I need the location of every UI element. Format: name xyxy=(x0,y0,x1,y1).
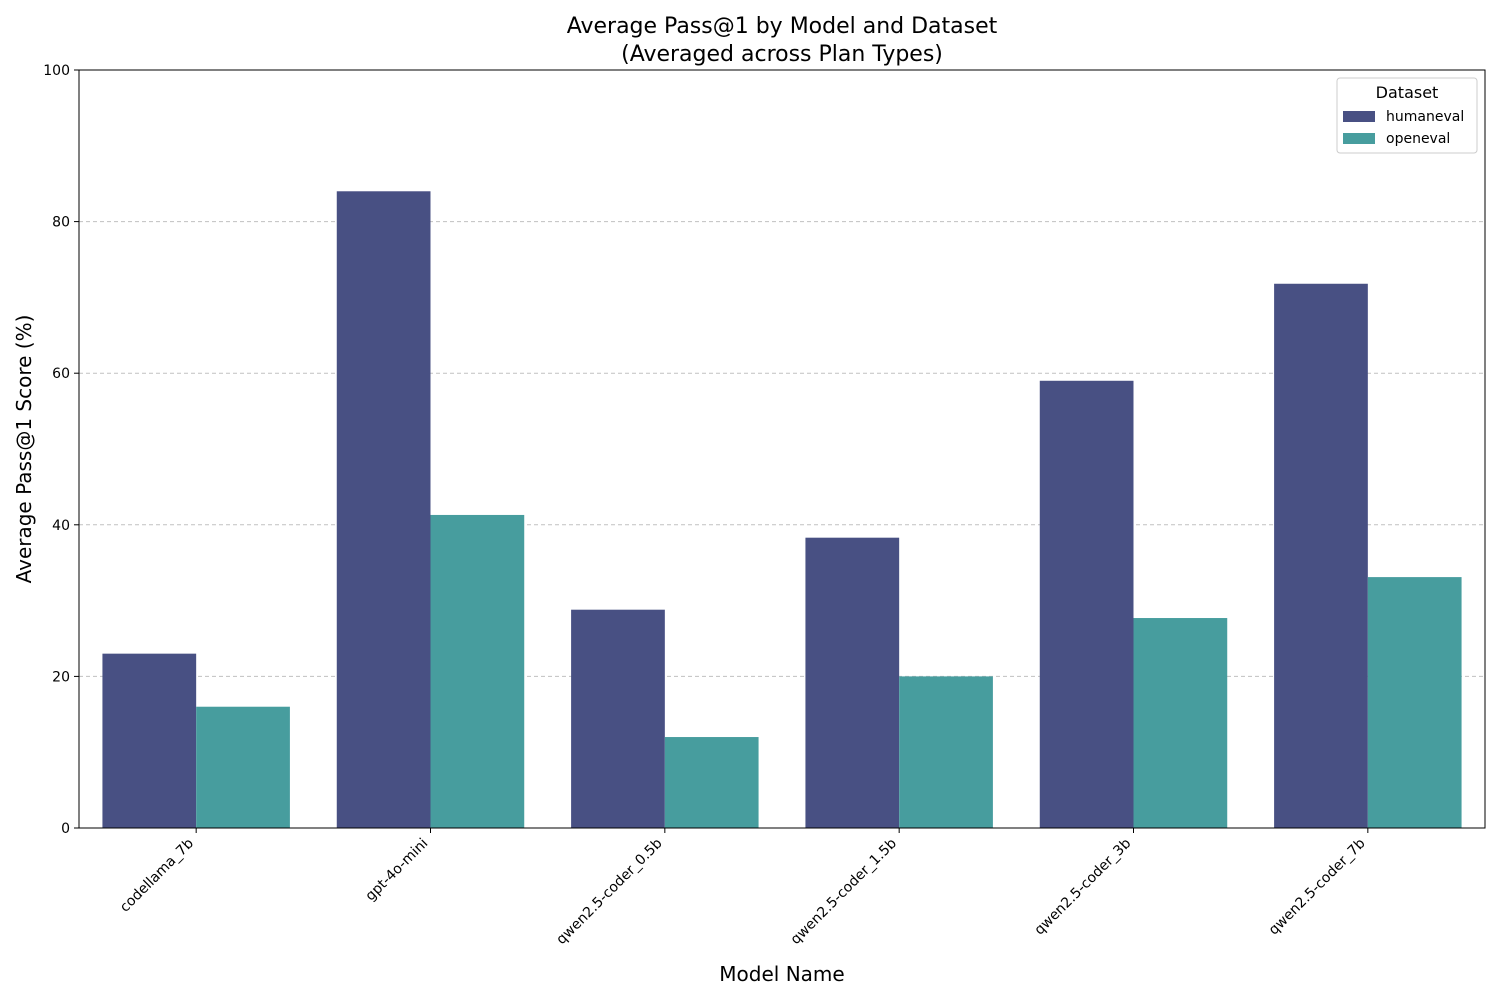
chart-title: Average Pass@1 by Model and Dataset xyxy=(567,14,998,39)
legend-label-humaneval: humaneval xyxy=(1386,109,1464,125)
legend: Dataset humaneval openeval xyxy=(1336,77,1478,154)
legend-title: Dataset xyxy=(1376,83,1439,102)
y-tick-label: 0 xyxy=(61,821,70,837)
x-tick-label: qwen2.5-coder_1.5b xyxy=(788,835,900,947)
legend-swatch-openeval xyxy=(1343,133,1375,144)
bar-humaneval-qwen2.5-coder_1.5b xyxy=(805,537,900,828)
bar-humaneval-qwen2.5-coder_3b xyxy=(1039,380,1134,828)
x-axis: codellama_7b gpt-4o-mini qwen2.5-coder_0.5… xyxy=(117,828,1369,948)
y-tick-label: 20 xyxy=(52,669,70,685)
bar-openeval-qwen2.5-coder_7b xyxy=(1367,577,1462,828)
y-tick-label: 80 xyxy=(52,215,70,231)
x-tick-label: qwen2.5-coder_7b xyxy=(1266,835,1369,938)
legend-swatch-humaneval xyxy=(1343,111,1375,122)
x-tick-label: gpt-4o-mini xyxy=(362,836,431,905)
x-tick-label: codellama_7b xyxy=(117,835,197,915)
y-tick-label: 100 xyxy=(43,63,70,79)
bar-openeval-qwen2.5-coder_1.5b xyxy=(899,676,993,828)
chart-subtitle: (Averaged across Plan Types) xyxy=(621,42,943,67)
bar-openeval-qwen2.5-coder_0.5b xyxy=(664,737,759,828)
legend-label-openeval: openeval xyxy=(1386,131,1450,147)
y-tick-label: 40 xyxy=(52,518,70,534)
y-axis: 0 20 40 60 80 100 xyxy=(43,63,79,837)
bar-humaneval-gpt-4o-mini xyxy=(336,191,431,828)
plot-frame xyxy=(78,69,1486,829)
bar-openeval-codellama_7b xyxy=(196,706,290,828)
x-tick-label: qwen2.5-coder_0.5b xyxy=(553,835,665,947)
bar-humaneval-codellama_7b xyxy=(102,653,197,828)
gridlines xyxy=(79,221,1485,677)
bar-openeval-gpt-4o-mini xyxy=(430,514,525,828)
bar-openeval-qwen2.5-coder_3b xyxy=(1133,618,1228,828)
y-tick-label: 60 xyxy=(52,366,70,382)
x-tick-label: qwen2.5-coder_3b xyxy=(1031,835,1134,938)
bar-humaneval-qwen2.5-coder_0.5b xyxy=(571,609,665,828)
y-axis-label: Average Pass@1 Score (%) xyxy=(12,315,36,584)
bars xyxy=(102,191,1462,829)
bar-humaneval-qwen2.5-coder_7b xyxy=(1274,283,1368,829)
x-axis-label: Model Name xyxy=(719,962,844,986)
